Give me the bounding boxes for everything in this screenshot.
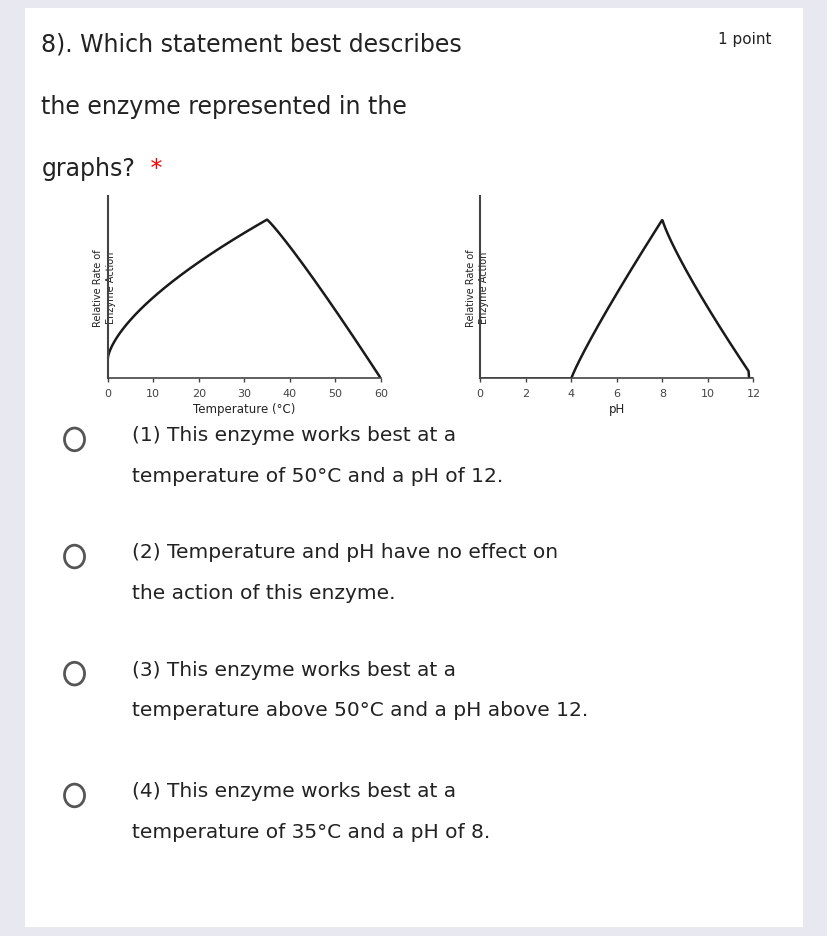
X-axis label: Temperature (°C): Temperature (°C) xyxy=(193,402,295,416)
X-axis label: pH: pH xyxy=(608,402,624,416)
Text: temperature above 50°C and a pH above 12.: temperature above 50°C and a pH above 12… xyxy=(132,700,588,719)
Text: 1 point: 1 point xyxy=(717,32,771,47)
Text: *: * xyxy=(143,157,163,181)
Text: (2) Temperature and pH have no effect on: (2) Temperature and pH have no effect on xyxy=(132,543,558,562)
Text: the enzyme represented in the: the enzyme represented in the xyxy=(41,95,407,119)
Text: (4) This enzyme works best at a: (4) This enzyme works best at a xyxy=(132,782,456,800)
Text: graphs?: graphs? xyxy=(41,157,135,181)
Y-axis label: Relative Rate of
Enzyme Action: Relative Rate of Enzyme Action xyxy=(93,249,117,327)
Text: 8). Which statement best describes: 8). Which statement best describes xyxy=(41,32,461,56)
Y-axis label: Relative Rate of
Enzyme Action: Relative Rate of Enzyme Action xyxy=(466,249,489,327)
Text: the action of this enzyme.: the action of this enzyme. xyxy=(132,583,395,602)
Text: temperature of 35°C and a pH of 8.: temperature of 35°C and a pH of 8. xyxy=(132,822,490,841)
Text: temperature of 50°C and a pH of 12.: temperature of 50°C and a pH of 12. xyxy=(132,466,503,485)
Text: (1) This enzyme works best at a: (1) This enzyme works best at a xyxy=(132,426,456,445)
Text: (3) This enzyme works best at a: (3) This enzyme works best at a xyxy=(132,660,456,679)
